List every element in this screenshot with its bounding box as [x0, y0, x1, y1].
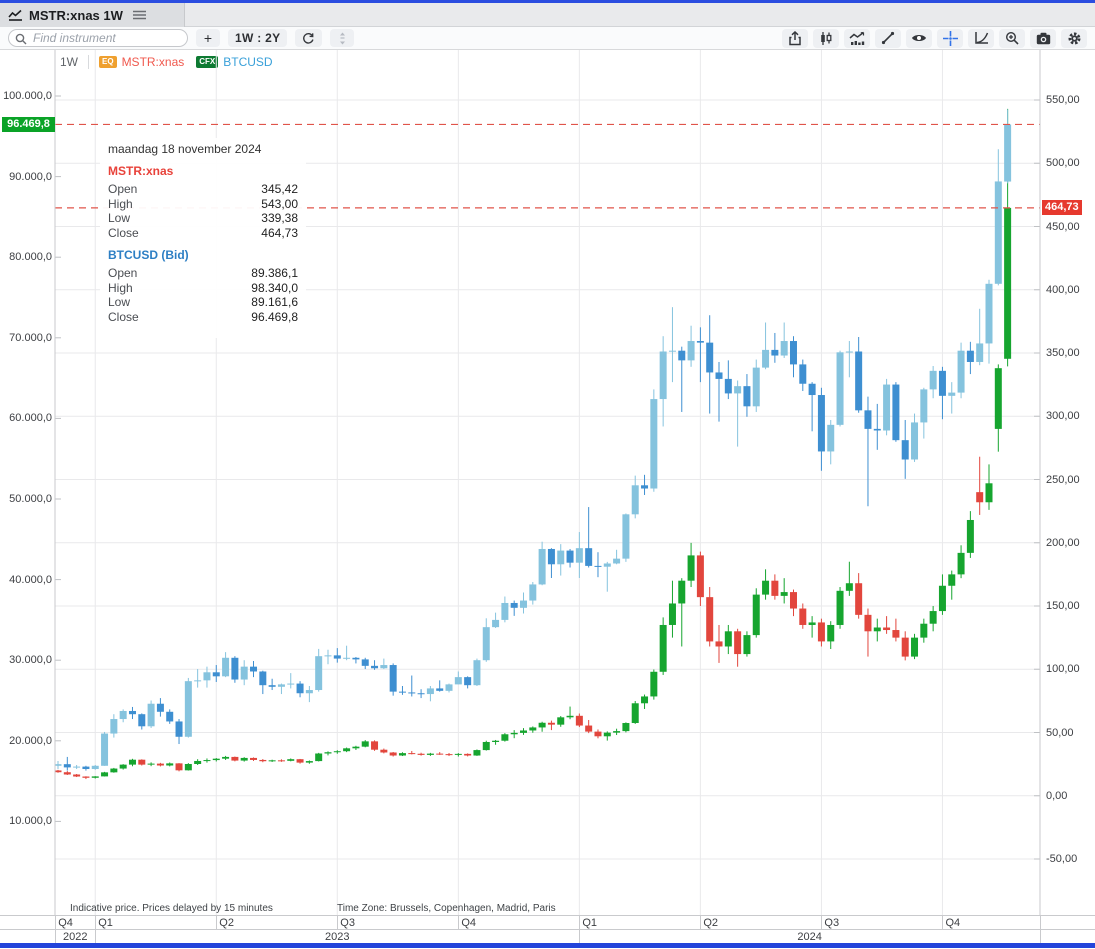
year-label: 2023	[95, 931, 579, 943]
year-label: 2022	[55, 931, 95, 943]
ohlc-tooltip: maandag 18 november 2024 MSTR:xnas Open 3…	[100, 138, 306, 338]
timezone-footnote: Time Zone: Brussels, Copenhagen, Madrid,…	[337, 903, 556, 914]
quarter-label: Q1	[582, 917, 597, 929]
axis-separator	[458, 916, 459, 930]
x-axis-quarter-row[interactable]: Q4 Q1 Q2 Q3 Q4 Q1 Q2 Q3 Q4	[0, 915, 1095, 929]
axis-separator	[700, 916, 701, 930]
axis-separator	[942, 916, 943, 930]
quarter-label: Q4	[58, 917, 73, 929]
ohlc-label: High	[108, 197, 133, 212]
axis-separator	[821, 916, 822, 930]
ohlc-value: 98.340,0	[251, 281, 298, 296]
axis-separator	[216, 916, 217, 930]
ohlc-label: High	[108, 281, 133, 296]
ohlc-label: Close	[108, 310, 139, 325]
ohlc-value: 89.161,6	[251, 295, 298, 310]
delay-footnote: Indicative price. Prices delayed by 15 m…	[70, 903, 273, 914]
tooltip-date: maandag 18 november 2024	[108, 142, 298, 156]
btc-close-price-badge: 96.469,8	[2, 117, 55, 132]
tooltip-mstr-title: MSTR:xnas	[108, 164, 298, 178]
year-label: 2024	[579, 931, 1040, 943]
axis-separator	[55, 916, 56, 930]
quarter-label: Q4	[461, 917, 476, 929]
quarter-label: Q4	[945, 917, 960, 929]
ohlc-label: Low	[108, 295, 130, 310]
quarter-label: Q2	[703, 917, 718, 929]
quarter-label: Q3	[340, 917, 355, 929]
tooltip-btc-section: BTCUSD (Bid) Open 89.386,1 High 98.340,0 L…	[108, 248, 298, 324]
ohlc-value: 89.386,1	[251, 266, 298, 281]
tooltip-btc-title: BTCUSD (Bid)	[108, 248, 298, 262]
axis-separator	[95, 916, 96, 930]
axis-separator	[579, 916, 580, 930]
tooltip-mstr-section: MSTR:xnas Open 345,42 High 543,00 Low 339,3…	[108, 164, 298, 240]
ohlc-label: Close	[108, 226, 139, 241]
ohlc-value: 543,00	[261, 197, 298, 212]
quarter-label: Q1	[98, 917, 113, 929]
bottom-accent-bar	[0, 943, 1095, 948]
x-axis-year-row[interactable]: 202220232024	[0, 929, 1095, 943]
mstr-close-price-badge: 464,73	[1042, 200, 1082, 215]
ohlc-label: Open	[108, 266, 137, 281]
ohlc-value: 339,38	[261, 211, 298, 226]
quarter-label: Q3	[824, 917, 839, 929]
axis-separator	[1040, 930, 1041, 944]
ohlc-value: 96.469,8	[251, 310, 298, 325]
axis-separator	[1040, 916, 1041, 930]
ohlc-value: 345,42	[261, 182, 298, 197]
trading-app-window: MSTR:xnas 1W + 1W : 2Y	[0, 0, 1095, 949]
ohlc-label: Open	[108, 182, 137, 197]
ohlc-value: 464,73	[261, 226, 298, 241]
ohlc-label: Low	[108, 211, 130, 226]
quarter-label: Q2	[219, 917, 234, 929]
axis-separator	[337, 916, 338, 930]
